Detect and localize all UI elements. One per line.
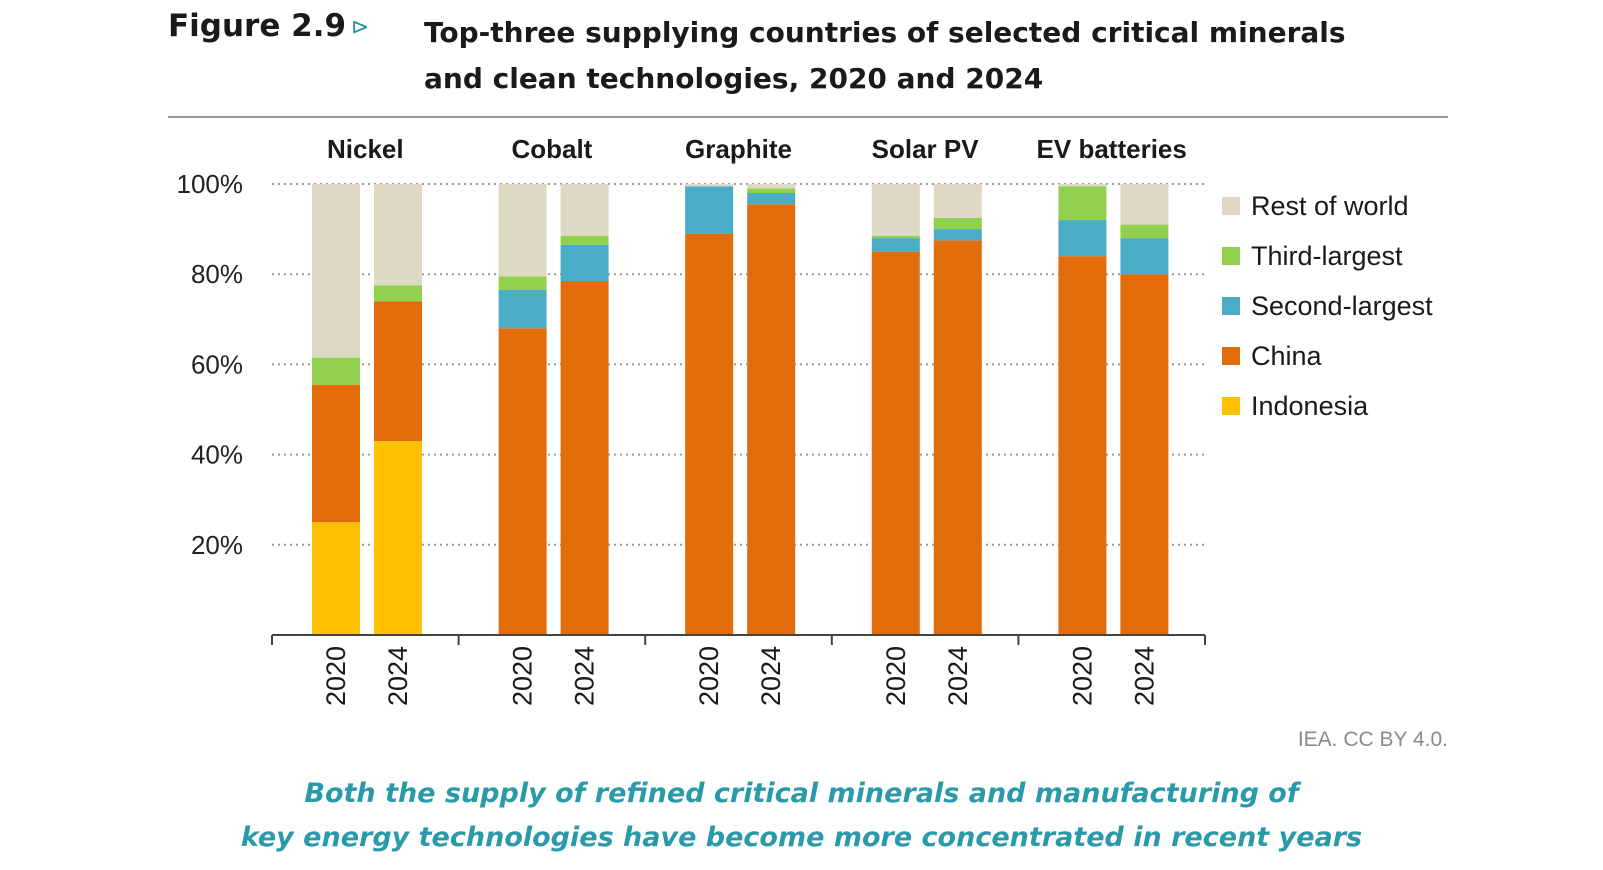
y-tick-label: 100%	[177, 169, 244, 199]
legend-swatch	[1222, 197, 1240, 215]
bar-segment-rest-of-world	[933, 184, 982, 218]
bar-segment-rest-of-world	[374, 184, 422, 286]
y-tick-label: 80%	[191, 259, 243, 289]
bar-segment-third-largest	[560, 235, 609, 245]
x-tick-label: 2024	[756, 646, 786, 706]
bar-segment-indonesia	[374, 441, 422, 635]
figure-subtitle: Both the supply of refined critical mine…	[0, 772, 1603, 860]
bar-segment-china	[374, 301, 422, 442]
legend-swatch	[1222, 297, 1240, 315]
x-tick-label: 2024	[1129, 646, 1159, 706]
group-label: EV batteries	[1037, 134, 1187, 164]
bar-segment-china	[933, 240, 982, 635]
bar-segment-rest-of-world	[685, 184, 734, 187]
x-tick-label: 2020	[694, 646, 724, 706]
x-tick-label: 2020	[321, 646, 351, 706]
bar-segment-second-largest	[871, 238, 920, 252]
bar-segment-second-largest	[498, 289, 547, 329]
bar-segment-rest-of-world	[498, 184, 547, 277]
subtitle-line-2: key energy technologies have become more…	[240, 822, 1363, 853]
x-tick-label: 2024	[383, 646, 413, 706]
bar-segment-second-largest	[933, 229, 982, 241]
bar-segment-third-largest	[1058, 186, 1107, 221]
legend-label: China	[1251, 341, 1323, 371]
legend-swatch	[1222, 247, 1240, 265]
group-label: Graphite	[685, 134, 792, 164]
bar-segment-second-largest	[560, 244, 609, 281]
bar-segment-third-largest	[498, 276, 547, 290]
x-tick-label: 2024	[570, 646, 600, 706]
bar-segment-rest-of-world	[871, 184, 920, 236]
x-tick-label: 2020	[508, 646, 538, 706]
credit-text: IEA. CC BY 4.0.	[1297, 728, 1448, 751]
legend-label: Rest of world	[1251, 191, 1409, 221]
title-divider	[168, 116, 1448, 118]
legend-label: Second-largest	[1251, 291, 1433, 321]
bar-segment-china	[498, 328, 547, 635]
bar-segment-rest-of-world	[1120, 184, 1169, 225]
figure-label: Figure 2.9	[168, 8, 347, 44]
y-tick-label: 40%	[191, 440, 243, 470]
figure-title: Top-three supplying countries of selecte…	[424, 16, 1346, 95]
bar-segment-third-largest	[374, 285, 422, 302]
bar-segment-second-largest	[685, 186, 734, 234]
bar-segment-second-largest	[1120, 238, 1169, 275]
bar-segment-indonesia	[312, 522, 360, 635]
figure-arrow-icon: ⊳	[351, 15, 370, 40]
legend-swatch	[1222, 397, 1240, 415]
bar-segment-china	[747, 204, 796, 636]
stacked-bar-chart: 20% 40% 60% 80% 100% Nickel 2020 2024 Cobalt 2020…	[177, 134, 1434, 706]
bar-segment-third-largest	[747, 188, 796, 194]
bar-segment-second-largest	[1058, 220, 1107, 257]
bar-segment-second-largest	[747, 193, 796, 205]
y-tick-label: 20%	[191, 530, 243, 560]
bar-segment-third-largest	[312, 357, 360, 385]
bar-segment-china	[560, 280, 609, 635]
group-label: Cobalt	[511, 134, 592, 164]
y-tick-label: 60%	[191, 349, 243, 379]
legend-label: Third-largest	[1251, 241, 1403, 271]
bar-segment-rest-of-world	[312, 184, 360, 358]
x-tick-label: 2020	[881, 646, 911, 706]
bar-segment-rest-of-world	[560, 184, 609, 236]
x-tick-label: 2020	[1067, 646, 1097, 706]
bar-segment-third-largest	[871, 235, 920, 239]
bar-segment-china	[1058, 256, 1107, 635]
legend-swatch	[1222, 347, 1240, 365]
group-label: Nickel	[327, 134, 404, 164]
x-tick-label: 2024	[943, 646, 973, 706]
bar-segment-third-largest	[933, 217, 982, 230]
legend-label: Indonesia	[1251, 391, 1369, 421]
bar-segment-rest-of-world	[747, 184, 796, 189]
bar-segment-china	[312, 384, 360, 523]
bar-segment-china	[1120, 274, 1169, 635]
bar-segment-china	[871, 251, 920, 635]
bar-segment-rest-of-world	[1058, 184, 1107, 187]
bar-segment-china	[685, 233, 734, 636]
bar-segment-third-largest	[1120, 224, 1169, 239]
subtitle-line-1: Both the supply of refined critical mine…	[304, 778, 1299, 809]
group-label: Solar PV	[872, 134, 980, 164]
